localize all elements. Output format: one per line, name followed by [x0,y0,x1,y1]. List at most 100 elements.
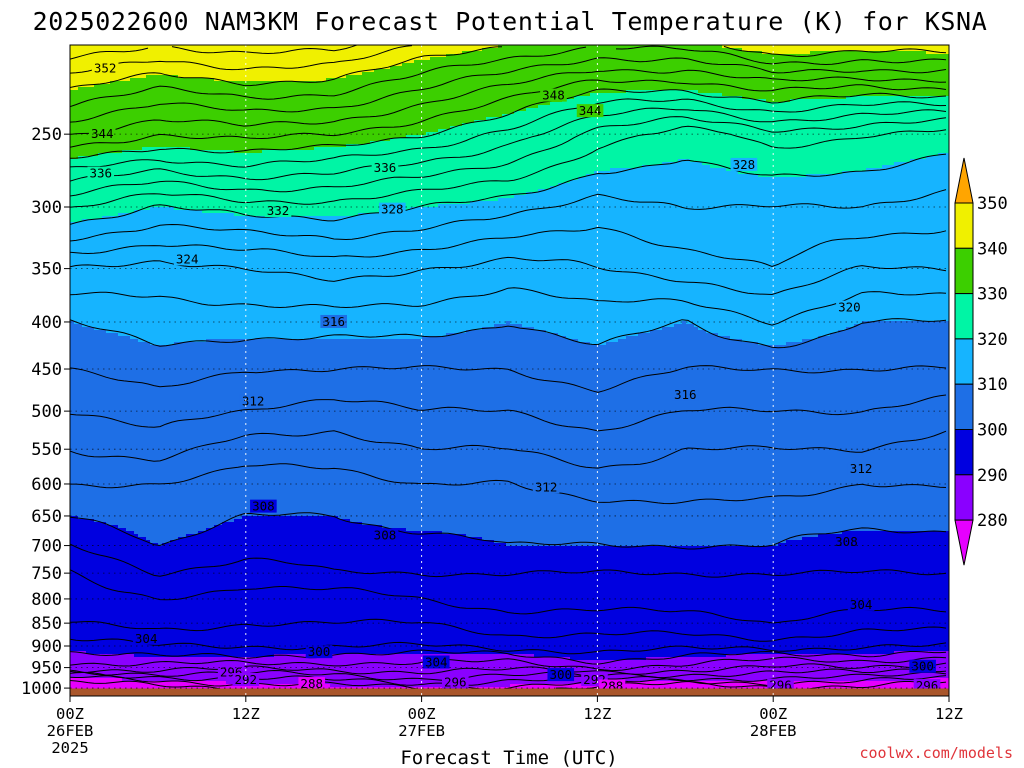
fill-cell [758,99,763,181]
fill-cell [790,654,795,685]
fill-cell [230,45,235,85]
fill-cell [70,516,75,655]
fill-cell [670,327,675,550]
fill-cell [282,216,287,343]
fill-cell [242,153,247,220]
fill-cell [78,651,83,682]
fill-cell [766,102,771,181]
fill-cell [706,333,711,550]
fill-cell [734,171,739,343]
fill-cell [946,321,949,535]
fill-cell [318,516,323,658]
fill-cell [386,654,391,691]
fill-cell [670,90,675,166]
fill-cell [310,150,315,220]
fill-cell [286,81,291,154]
fill-cell [926,54,931,100]
fill-cell [134,534,139,661]
fill-cell [94,522,99,658]
fill-cell [806,174,811,343]
fill-cell [894,531,899,655]
fill-cell [770,45,775,58]
fill-cell [914,531,919,655]
fill-cell [266,150,271,220]
fill-cell [350,339,355,526]
fill-cell [314,81,319,151]
fill-cell [418,135,423,211]
fill-cell [758,654,763,685]
contour-label: 304 [135,631,158,646]
x-tick-label: 2025 [51,739,88,757]
fill-cell [354,522,359,658]
fill-cell [458,534,463,658]
fill-cell [282,339,287,520]
fill-cell [330,339,335,520]
fill-cell [210,78,215,154]
fill-cell [318,45,323,85]
credit-text[interactable]: coolwx.com/models [859,744,1013,762]
fill-cell [106,654,111,682]
fill-cell [230,213,235,343]
fill-cell [818,51,823,103]
fill-cell [358,75,363,148]
fill-cell [390,138,395,214]
fill-cell [430,57,435,136]
fill-cell [622,339,627,550]
fill-cell [714,333,719,550]
fill-cell [786,177,791,346]
fill-cell [190,210,195,346]
fill-cell [554,102,559,190]
fill-cell [942,96,947,157]
fill-cell [430,654,435,691]
fill-cell [846,327,851,535]
fill-cell [790,54,795,103]
fill-cell [854,324,859,535]
fill-cell [190,45,195,82]
fill-cell [266,81,271,154]
fill-cell [390,654,395,691]
fill-cell [846,171,851,331]
fill-cell [942,531,947,655]
fill-cell [578,342,583,550]
fill-cell [202,45,207,82]
fill-cell [122,81,127,154]
fill-cell [830,45,835,55]
fill-cell [534,657,539,688]
fill-cell [446,45,451,58]
fill-cell [174,210,179,346]
fill-cell [522,546,527,658]
fill-cell [786,540,791,658]
fill-cell [610,660,615,688]
fill-cell [726,546,731,658]
fill-cell [402,138,407,214]
fill-cell [450,654,455,691]
fill-cell [770,654,775,685]
contour-label-bg [232,673,260,687]
fill-cell [582,546,587,664]
fill-cell [518,324,523,550]
fill-cell [874,531,879,658]
fill-cell [706,546,711,661]
y-tick-label: 450 [31,360,62,380]
fill-cell [878,321,883,535]
fill-cell [246,216,251,343]
fill-cell [190,342,195,538]
fill-cell [874,168,879,325]
fill-cell [558,45,563,106]
fill-cell [454,534,459,658]
fill-cell [634,168,639,340]
fill-cell [326,78,331,151]
fill-cell [362,654,367,691]
fill-cell [722,96,727,172]
fill-cell [166,207,171,349]
fill-cell [102,153,107,220]
fill-cell [298,516,303,658]
fill-cell [482,48,487,124]
fill-cell [850,327,855,535]
fill-cell [714,546,719,661]
fill-cell [750,51,755,103]
fill-cell [334,216,339,343]
fill-cell [942,678,947,696]
fill-cell [898,321,903,535]
